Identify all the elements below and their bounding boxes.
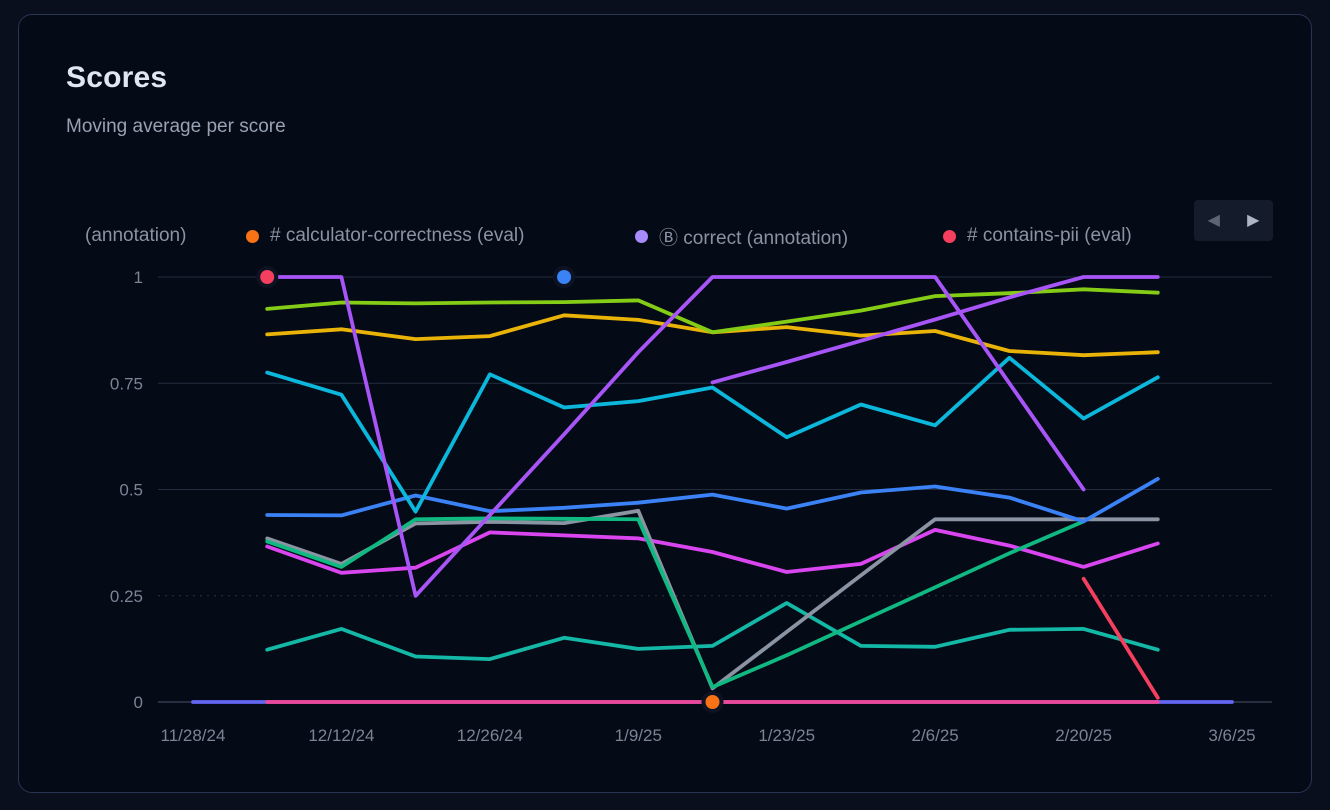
series-line-cyan[interactable]: [265, 355, 1160, 514]
series-line-lime[interactable]: [265, 287, 1160, 335]
legend-label: Ⓑ correct (annotation): [659, 227, 849, 249]
series-line-purple-b[interactable]: [710, 275, 1160, 385]
legend-swatch-icon: [635, 229, 648, 243]
card-title: Scores: [66, 61, 168, 94]
series-line-red[interactable]: [1081, 576, 1160, 700]
legend-next-button[interactable]: ▶: [1247, 211, 1260, 229]
series-line-magenta[interactable]: [265, 528, 1160, 575]
series-line-teal[interactable]: [265, 601, 1160, 661]
card-subtitle: Moving average per score: [66, 116, 286, 137]
legend-item[interactable]: Ⓑ correct (annotation): [635, 221, 848, 251]
legend-label: (annotation): [85, 225, 187, 246]
contains-pii-point-marker[interactable]: [260, 270, 275, 284]
blue-point-marker[interactable]: [557, 270, 572, 284]
legend-item[interactable]: # calculator-correctness (eval): [246, 221, 524, 251]
scores-card: Scores Moving average per score (annotat…: [18, 14, 1312, 793]
legend-pagination: ◀ ▶: [1194, 200, 1273, 241]
legend-label: # calculator-correctness (eval): [270, 225, 525, 246]
series-line-emerald[interactable]: [265, 516, 1086, 689]
legend-swatch-icon: [943, 229, 956, 243]
series-line-blue[interactable]: [265, 476, 1160, 524]
legend-item[interactable]: (annotation): [85, 221, 186, 251]
legend: (annotation) # calculator-correctness (ev…: [19, 221, 1311, 251]
calculator-correctness-point-marker[interactable]: [705, 695, 720, 709]
legend-item[interactable]: # contains-pii (eval): [943, 221, 1132, 251]
series-line-purple-a[interactable]: [265, 275, 1086, 598]
legend-prev-button[interactable]: ◀: [1207, 211, 1220, 229]
legend-swatch-icon: [246, 229, 259, 243]
legend-label: # contains-pii (eval): [967, 225, 1132, 246]
